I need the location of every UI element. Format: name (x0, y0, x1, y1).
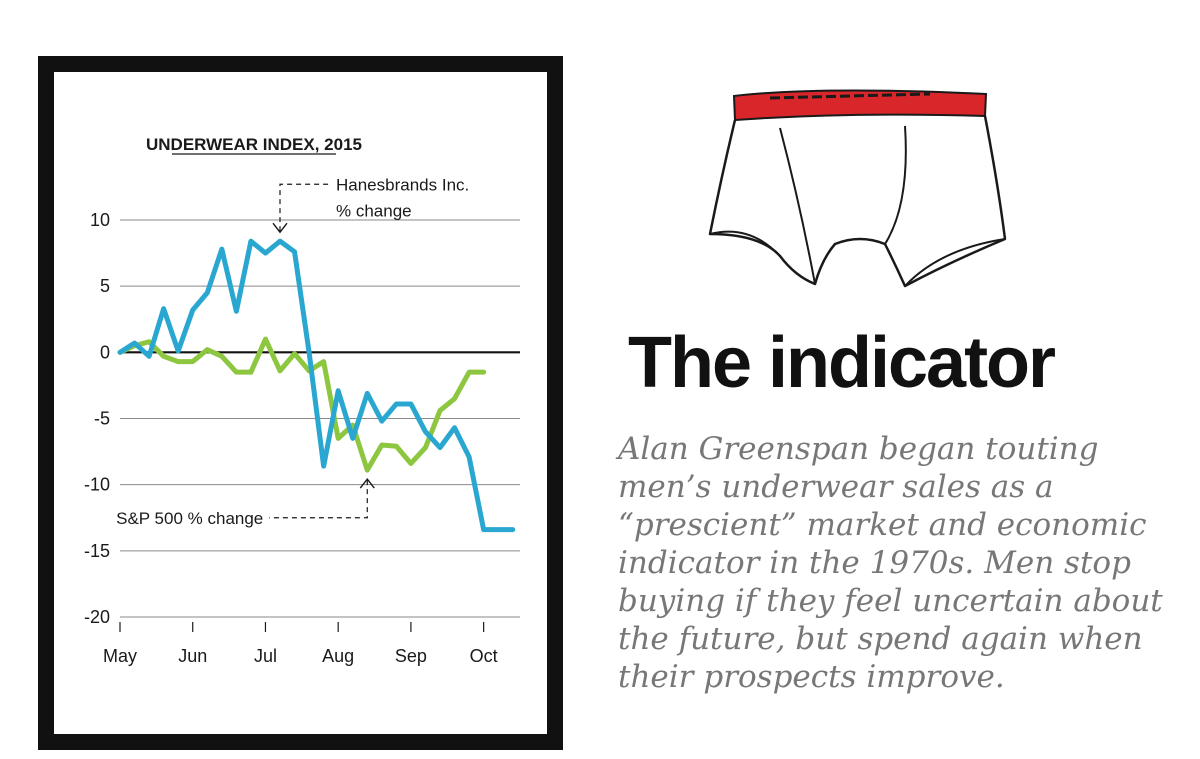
y-tick-label: 10 (90, 210, 110, 230)
x-tick-label: Sep (395, 646, 427, 666)
waistband-mark (769, 92, 931, 100)
y-tick-label: -5 (94, 409, 110, 429)
x-tick-label: Jul (254, 646, 277, 666)
y-tick-label: -10 (84, 475, 110, 495)
sp500-series-line (117, 336, 487, 473)
x-tick-label: Aug (322, 646, 354, 666)
x-tick-label: Jun (178, 646, 207, 666)
y-tick-label: 5 (100, 276, 110, 296)
chart-frame: UNDERWEAR INDEX, 2015 10 5 0 -5 -10 -15 -20 May J… (38, 56, 563, 750)
y-tick-label: -20 (84, 607, 110, 627)
y-tick-label: 0 (100, 342, 110, 362)
underwear-pouch-right (884, 125, 907, 245)
x-tick-label: May (103, 646, 137, 666)
underwear-leg-left (709, 230, 781, 257)
body-paragraph: Alan Greenspan began touting men’s under… (618, 431, 1163, 695)
hanes-annotation-label: Hanesbrands Inc. (336, 175, 469, 194)
underwear-pouch-left (779, 127, 816, 285)
hanes-annotation-arrow (272, 222, 288, 234)
chart-title: UNDERWEAR INDEX, 2015 (146, 135, 362, 154)
underwear-leg-right (904, 238, 1006, 287)
y-tick-label: -15 (84, 541, 110, 561)
x-tick-label: Oct (470, 646, 498, 666)
hanesbrands-series-line (117, 238, 516, 533)
headline: The indicator (628, 323, 1056, 403)
hanes-annotation-line (279, 183, 330, 232)
underwear-outline (708, 115, 1007, 288)
sp500-annotation-line (269, 480, 368, 519)
sp500-annotation-arrow (359, 477, 375, 489)
underwear-illustration (708, 89, 1007, 288)
sp500-annotation-label: S&P 500 % change (116, 509, 263, 528)
hanes-annotation-sublabel: % change (336, 201, 412, 220)
underwear-index-chart: UNDERWEAR INDEX, 2015 10 5 0 -5 -10 -15 -20 May J… (84, 135, 520, 666)
